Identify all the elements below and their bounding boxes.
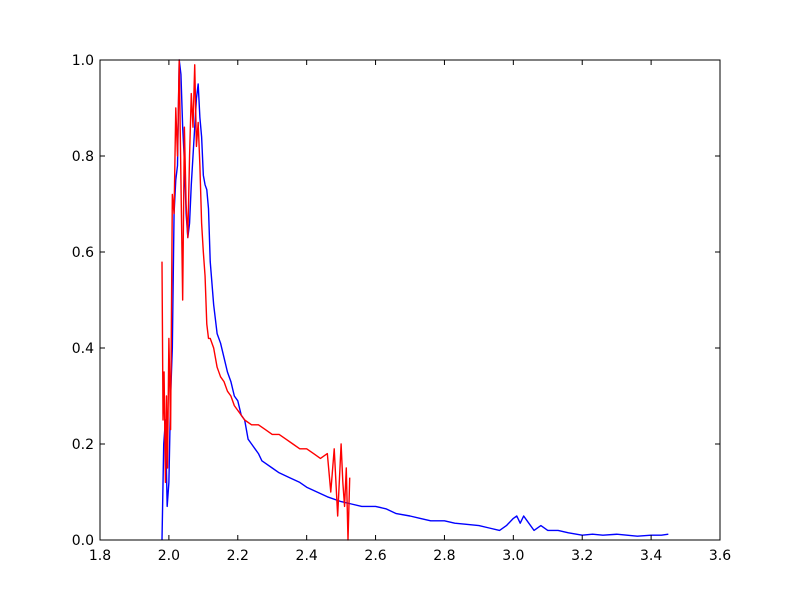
y-tick-label: 0.6 [72, 245, 94, 261]
x-tick-label: 2.8 [433, 548, 455, 564]
x-tick-label: 2.6 [364, 548, 386, 564]
x-axis-ticks: 1.8 2.0 2.2 2.4 2.6 2.8 3.0 3.2 3.4 3.6 [89, 60, 731, 564]
y-tick-label: 0.8 [72, 149, 94, 165]
x-tick-label: 3.4 [640, 548, 662, 564]
x-tick-label: 3.6 [709, 548, 731, 564]
x-tick-label: 1.8 [89, 548, 111, 564]
x-tick-label: 2.4 [296, 548, 318, 564]
y-tick-label: 0.4 [72, 341, 94, 357]
y-tick-label: 0.0 [72, 533, 94, 549]
plot-lines [161, 59, 669, 541]
x-tick-label: 3.0 [502, 548, 524, 564]
x-tick-label: 3.2 [571, 548, 593, 564]
series-0-line [161, 59, 669, 541]
x-tick-label: 2.0 [158, 548, 180, 564]
y-axis-ticks: 0.0 0.2 0.4 0.6 0.8 1.0 [72, 53, 720, 549]
series-1-line [161, 59, 351, 541]
y-tick-label: 1.0 [72, 53, 94, 69]
x-tick-label: 2.2 [227, 548, 249, 564]
plot-frame [99, 59, 721, 541]
y-tick-label: 0.2 [72, 437, 94, 453]
